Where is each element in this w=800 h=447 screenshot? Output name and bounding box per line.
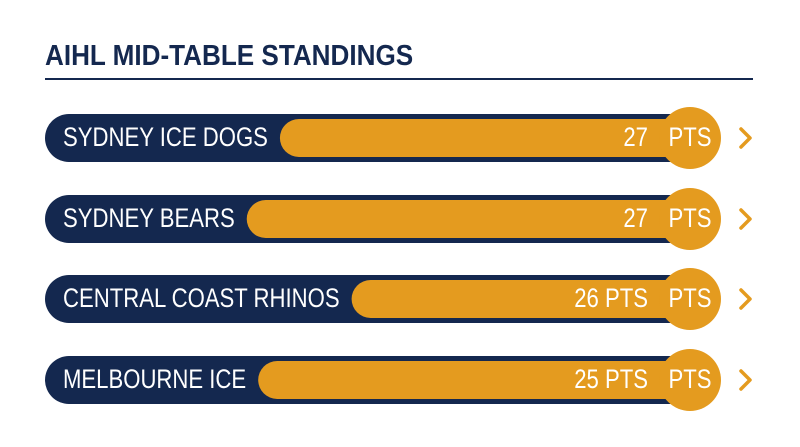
points-badge [659, 188, 721, 250]
points-bar [279, 119, 690, 157]
standing-row: MELBOURNE ICE 25 PTS PTS [45, 349, 752, 411]
points-value: 25 PTS [574, 365, 648, 395]
points-badge [659, 107, 721, 169]
points-value: 27 [623, 204, 648, 234]
badge-label: PTS [668, 123, 711, 153]
badge-label: PTS [668, 204, 711, 234]
chevron[interactable] [739, 369, 752, 391]
team-name: SYDNEY ICE DOGS [63, 123, 268, 153]
chevron[interactable] [739, 127, 752, 149]
points-value: 27 [623, 123, 648, 153]
points-value: 26 PTS [574, 284, 648, 314]
standing-row: SYDNEY BEARS 27 PTS [45, 188, 752, 250]
team-name: SYDNEY BEARS [63, 204, 235, 234]
points-bar [258, 361, 690, 399]
chevron[interactable] [739, 288, 752, 310]
standing-row: SYDNEY ICE DOGS 27 PTS [45, 107, 752, 169]
points-bar [351, 280, 690, 318]
badge-label: PTS [668, 284, 711, 314]
badge-label: PTS [668, 365, 711, 395]
team-name: CENTRAL COAST RHINOS [63, 284, 340, 314]
standing-row: CENTRAL COAST RHINOS 26 PTS PTS [45, 268, 752, 330]
title: AIHL MID-TABLE STANDINGS [45, 39, 413, 72]
team-name: MELBOURNE ICE [63, 365, 246, 395]
points-badge [659, 268, 721, 330]
chevron[interactable] [739, 208, 752, 230]
points-bar [246, 200, 691, 238]
points-badge [659, 349, 721, 411]
